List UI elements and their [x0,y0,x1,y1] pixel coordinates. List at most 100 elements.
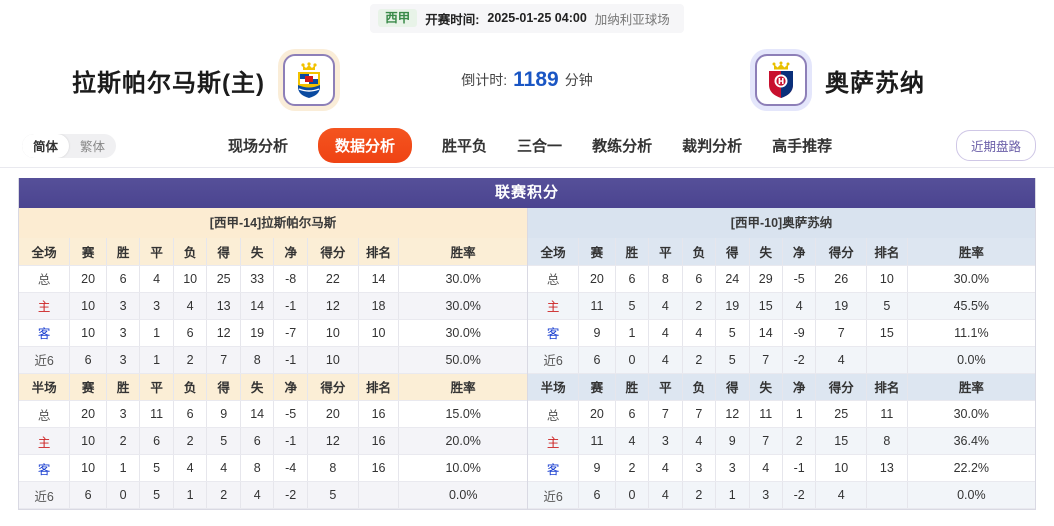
cell-2: 6 [139,427,174,455]
cell-0: 20 [69,265,107,293]
cell-8: 5 [866,292,908,320]
cell-5: 8 [240,454,275,482]
home-full-table: 全场赛胜平负得失净得分 排名 胜率 总 20 6 4 10 25 33 -8 22 14 30.0% 主 1… [19,238,527,374]
column-header-10: 胜率 [398,238,527,266]
cell-5: 7 [749,346,783,374]
cell-2: 4 [648,454,683,482]
table-row: 总 20 6 8 6 24 29 -5 26 10 30.0% [528,265,1035,293]
row-label: 主 [19,292,71,320]
cell-5: 14 [240,400,275,428]
cell-0: 20 [578,265,616,293]
cell-6: -1 [273,427,308,455]
tab-expert-picks[interactable]: 高手推荐 [772,138,833,155]
cell-8 [358,346,400,374]
row-label: 近6 [19,481,71,509]
column-header-10: 胜率 [907,373,1035,401]
column-header-1: 赛 [69,238,107,266]
cell-2: 7 [648,400,683,428]
table-row: 主 11 4 3 4 9 7 2 15 8 36.4% [528,427,1035,455]
away-standings-side: [西甲-10]奥萨苏纳 全场赛胜平负得失净得分 排名 胜率 总 20 6 8 6 24 29 -5… [527,208,1035,509]
cell-8: 16 [358,427,400,455]
cell-9: 45.5% [907,292,1035,320]
cell-1: 4 [615,427,650,455]
away-standings-header: [西甲-10]奥萨苏纳 [528,208,1035,238]
table-header-row: 全场赛胜平负得失净得分 排名 胜率 [19,238,527,266]
cell-7: 15 [815,427,868,455]
cell-7: 8 [307,454,359,482]
cell-7: 10 [307,319,359,347]
panel-title: 联赛积分 [19,178,1035,208]
cell-7: 4 [815,481,868,509]
league-badge: 西甲 [378,8,418,28]
column-header-6: 失 [749,373,783,401]
row-label: 近6 [528,346,580,374]
cell-1: 6 [106,265,141,293]
cell-7: 5 [307,481,359,509]
away-team-block[interactable]: 奥萨苏纳 [755,54,925,106]
cell-3: 2 [173,346,208,374]
tab-coach-analysis[interactable]: 教练分析 [592,138,653,155]
cell-4: 24 [715,265,750,293]
cell-5: 15 [749,292,783,320]
cell-4: 12 [206,319,241,347]
cell-1: 3 [106,400,141,428]
cell-2: 3 [648,427,683,455]
tab-live-analysis[interactable]: 现场分析 [228,138,289,155]
column-header-3: 平 [648,373,683,401]
cell-2: 4 [139,265,174,293]
cell-2: 1 [139,319,174,347]
column-header-9: 排名 [358,238,400,266]
cell-7: 22 [307,265,359,293]
cell-8 [866,346,908,374]
column-header-8: 得分 [815,238,868,266]
cell-6: -1 [782,454,817,482]
column-header-9: 排名 [866,238,908,266]
countdown-value: 1189 [513,68,559,91]
cell-6: -1 [273,292,308,320]
cell-0: 10 [69,427,107,455]
tab-three-in-one[interactable]: 三合一 [517,138,563,155]
cell-6: -1 [273,346,308,374]
column-header-4: 负 [682,373,717,401]
row-label: 总 [528,265,580,293]
cell-3: 2 [173,427,208,455]
cell-9: 0.0% [907,346,1035,374]
recent-odds-button[interactable]: 近期盘路 [955,130,1036,161]
cell-5: 11 [749,400,783,428]
column-header-9: 排名 [358,373,400,401]
cell-0: 10 [69,319,107,347]
column-header-2: 胜 [106,238,141,266]
cell-8: 8 [866,427,908,455]
home-standings-header: [西甲-14]拉斯帕尔马斯 [19,208,527,238]
cell-0: 9 [578,319,616,347]
cell-2: 11 [139,400,174,428]
tab-data-analysis[interactable]: 数据分析 [318,128,413,163]
cell-8: 16 [358,400,400,428]
cell-0: 10 [69,454,107,482]
cell-2: 3 [139,292,174,320]
table-row: 近6 6 0 4 2 1 3 -2 4 0.0% [528,481,1035,509]
tab-referee-analysis[interactable]: 裁判分析 [682,138,743,155]
tab-win-draw-lose[interactable]: 胜平负 [442,138,488,155]
column-header-9: 排名 [866,373,908,401]
cell-1: 3 [106,292,141,320]
column-header-1: 赛 [578,373,616,401]
column-header-2: 胜 [615,373,650,401]
home-team-block[interactable]: 拉斯帕尔马斯(主) [72,54,335,106]
row-label: 主 [528,427,580,455]
cell-7: 7 [815,319,868,347]
row-label: 主 [528,292,580,320]
language-toggle[interactable]: 简体 繁体 [22,133,117,158]
lang-option-traditional[interactable]: 繁体 [80,140,106,154]
cell-1: 5 [615,292,650,320]
teams-header: 拉斯帕尔马斯(主) 倒计时: 1189 分钟 [0,36,1054,124]
cell-2: 4 [648,292,683,320]
cell-8: 10 [866,265,908,293]
cell-3: 2 [682,292,717,320]
home-standings-side: [西甲-14]拉斯帕尔马斯 全场赛胜平负得失净得分 排名 胜率 总 20 6 4 10 25 3… [19,208,527,509]
cell-7: 19 [815,292,868,320]
cell-7: 10 [815,454,868,482]
cell-8: 16 [358,454,400,482]
lang-option-simplified[interactable]: 简体 [22,133,70,158]
cell-8: 11 [866,400,908,428]
